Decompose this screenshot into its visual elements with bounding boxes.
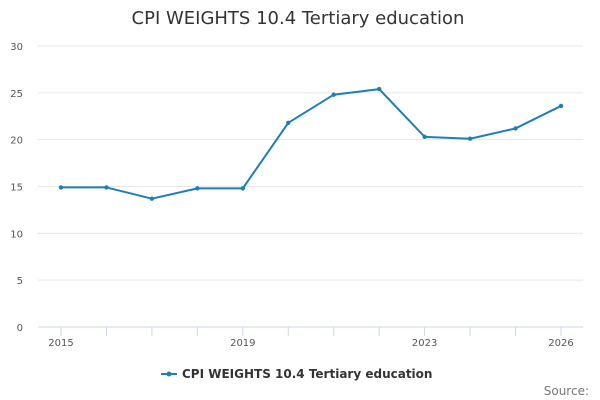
data-point[interactable] (376, 86, 382, 92)
x-tick-label: 2026 (548, 338, 573, 349)
series-line (61, 88, 562, 200)
grid-lines (38, 45, 583, 281)
legend-label: CPI WEIGHTS 10.4 Tertiary education (182, 367, 432, 381)
source-label[interactable]: Source: (544, 384, 589, 398)
data-point[interactable] (513, 126, 518, 131)
data-point[interactable] (558, 103, 564, 109)
y-tick-label: 30 (10, 42, 23, 53)
y-tick-label: 15 (10, 183, 23, 194)
legend[interactable]: CPI WEIGHTS 10.4 Tertiary education (161, 367, 432, 381)
data-point[interactable] (104, 185, 109, 190)
y-tick-label: 20 (10, 136, 23, 147)
chart-title: CPI WEIGHTS 10.4 Tertiary education (132, 8, 465, 29)
data-point[interactable] (149, 196, 155, 201)
data-point[interactable] (331, 92, 336, 97)
y-tick-label: 10 (10, 229, 23, 240)
x-tick-label: 2019 (230, 338, 255, 349)
series-plot (58, 86, 564, 201)
legend-marker-icon (166, 371, 172, 377)
data-point[interactable] (58, 185, 64, 190)
y-axis: 0 5 10 15 20 25 30 (10, 42, 23, 334)
y-tick-label: 25 (10, 89, 23, 100)
data-point[interactable] (240, 186, 246, 191)
y-tick-label: 0 (17, 323, 23, 334)
x-tick-label: 2015 (48, 338, 73, 349)
data-point[interactable] (286, 120, 291, 126)
data-point[interactable] (195, 186, 200, 191)
x-axis: 2015 2019 2023 2026 (38, 326, 583, 349)
x-tick-label: 2023 (412, 338, 437, 349)
y-tick-label: 5 (17, 276, 23, 287)
data-point[interactable] (422, 134, 427, 140)
data-point[interactable] (467, 136, 473, 141)
